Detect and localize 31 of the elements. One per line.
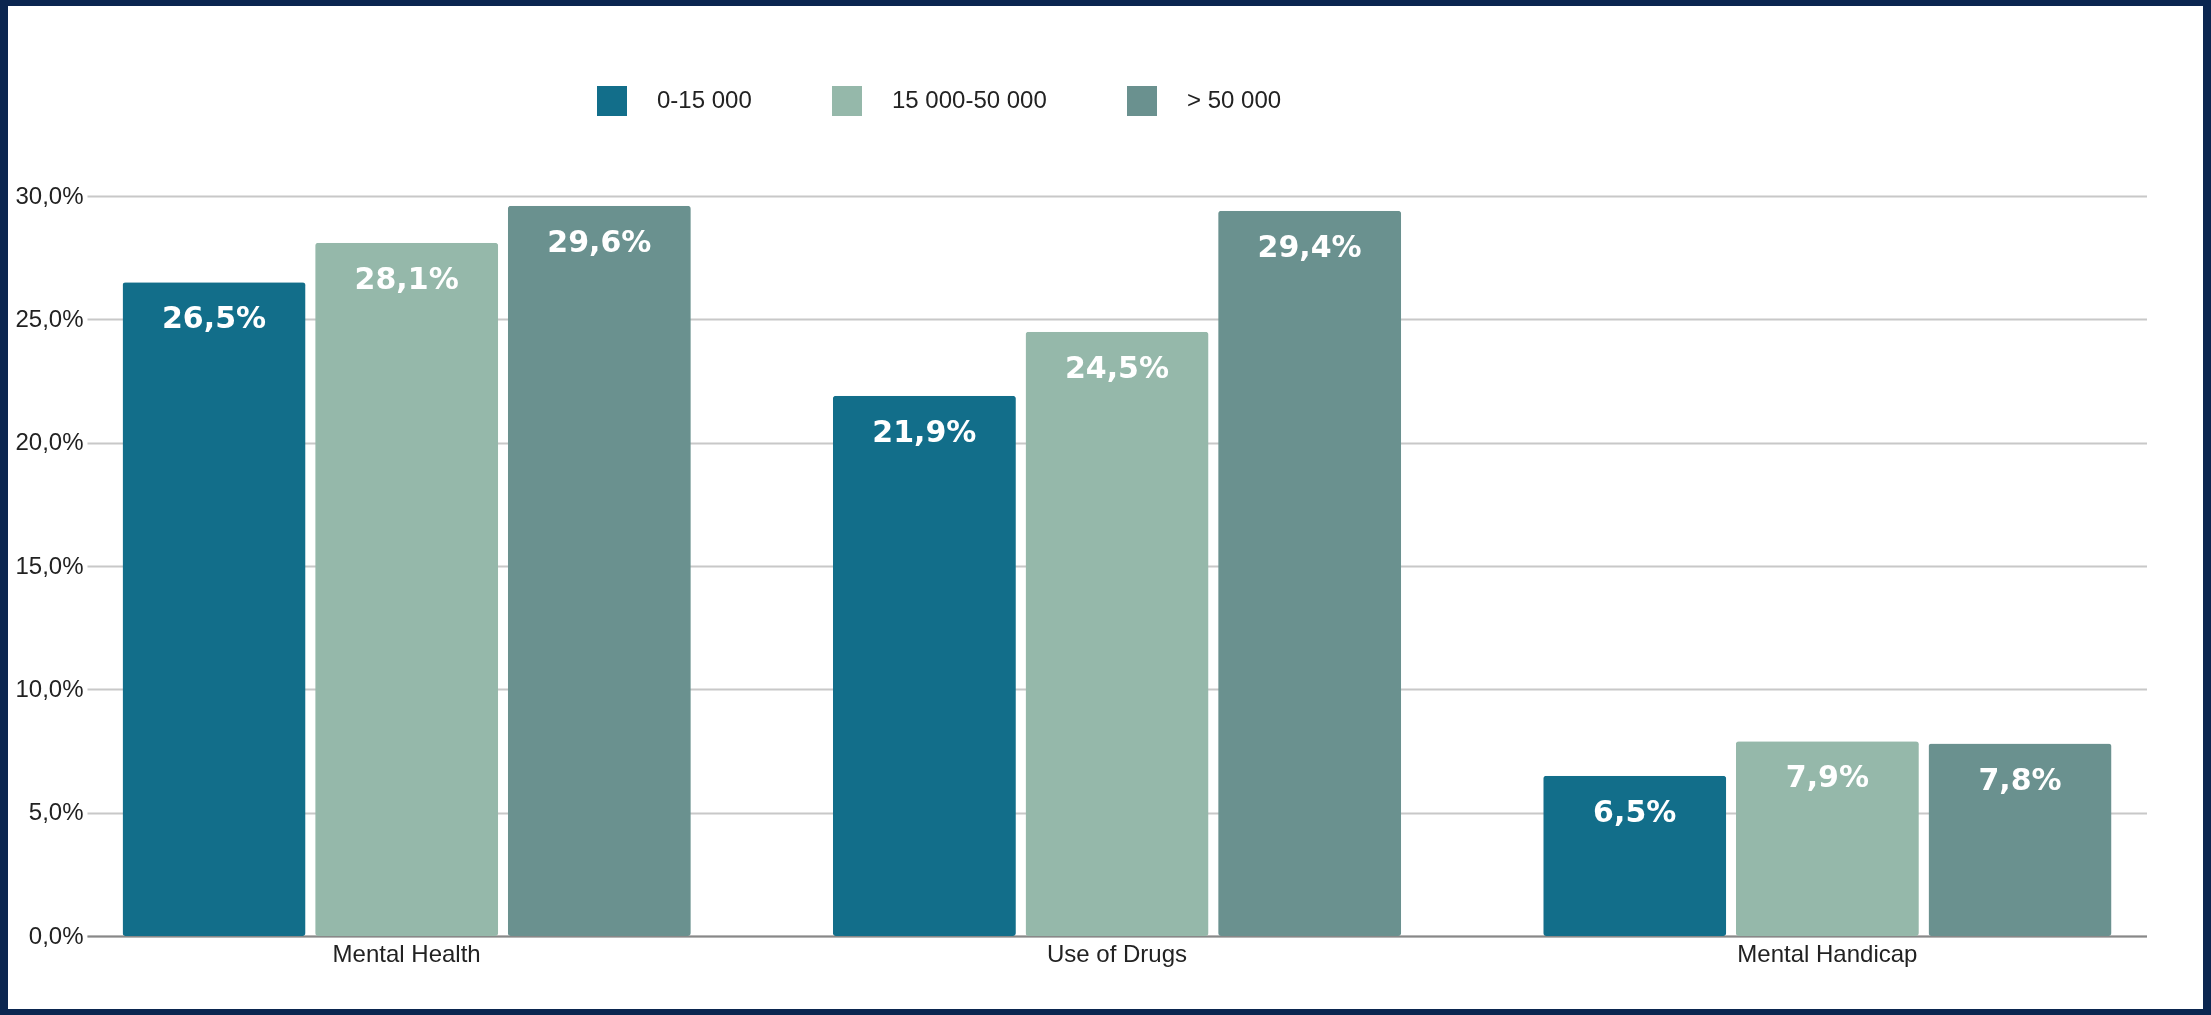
- x-tick-label: Mental Handicap: [1737, 939, 1918, 967]
- legend-label: 0-15 000: [657, 86, 752, 113]
- y-tick-label: 25,0%: [15, 304, 84, 332]
- x-tick-label: Use of Drugs: [1046, 939, 1188, 967]
- bar: [122, 282, 306, 936]
- data-label: 24,5%: [1064, 349, 1170, 385]
- bar: [1025, 331, 1209, 936]
- data-label: 6,5%: [1593, 793, 1677, 829]
- legend-label: 15 000-50 000: [892, 86, 1047, 113]
- legend-label: > 50 000: [1187, 86, 1282, 113]
- bar: [507, 205, 691, 936]
- data-label: 7,9%: [1785, 759, 1869, 795]
- bar: [1218, 210, 1402, 936]
- data-label: 26,5%: [161, 300, 267, 336]
- y-tick-label: 20,0%: [15, 428, 84, 456]
- data-label: 21,9%: [872, 413, 977, 449]
- bar: [1543, 775, 1727, 936]
- y-tick-label: 0,0%: [28, 921, 84, 949]
- y-tick-label: 5,0%: [28, 798, 84, 826]
- y-tick-label: 30,0%: [15, 181, 84, 209]
- bar: [832, 395, 1016, 936]
- x-tick-label: Mental Health: [332, 939, 481, 967]
- data-label: 29,4%: [1257, 228, 1362, 264]
- bar: [1928, 743, 2112, 936]
- data-label: 7,8%: [1978, 761, 2062, 797]
- bar: [1735, 741, 1919, 936]
- y-tick-label: 10,0%: [15, 674, 84, 702]
- data-label: 29,6%: [547, 223, 652, 259]
- data-label: 28,1%: [354, 260, 459, 296]
- bar: [315, 242, 499, 936]
- y-tick-label: 15,0%: [15, 551, 84, 579]
